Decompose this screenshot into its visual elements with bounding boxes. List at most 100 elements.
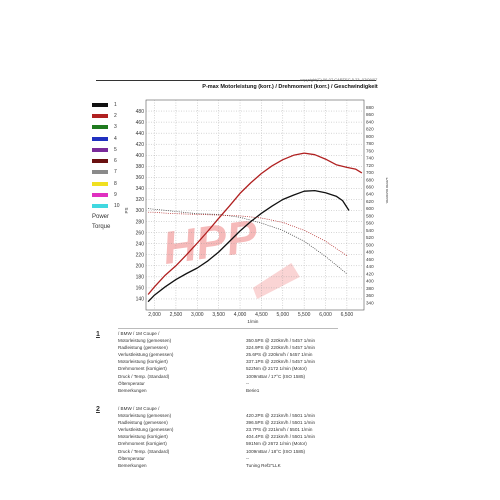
- run-row-label: Motorleistung (gemessen): [118, 338, 172, 343]
- watermark-logo: HPP: [160, 209, 261, 274]
- y-right-tick-label: 560: [366, 221, 374, 226]
- run-row-label: Motorleistung (korrigiert): [118, 359, 168, 365]
- legend-entry-3: 3: [92, 122, 138, 133]
- y-right-tick-label: 740: [366, 156, 374, 161]
- run-row-label: Motorleistung (korrigiert): [118, 434, 168, 440]
- legend-label: 8: [114, 180, 117, 187]
- x-tick-label: 5,000: [277, 312, 290, 318]
- run-1-table: 1 / BMW / 1M Coupe / Motorleistung (gemess…: [96, 331, 396, 401]
- legend-label: 4: [114, 135, 117, 142]
- run-row-value: 23.7PS @ 221km/h / 5501 1/min: [246, 427, 313, 433]
- y-right-tick-label: 500: [366, 242, 374, 247]
- y-right-tick-label: 840: [366, 119, 374, 124]
- legend-entry-9: 9: [92, 189, 138, 200]
- legend-entry-6: 6: [92, 155, 138, 166]
- run-row-label: Öltemperatur: [118, 455, 145, 461]
- y-right-tick-label: 720: [366, 163, 374, 168]
- y-right-tick-label: 600: [366, 206, 374, 211]
- y-left-tick-label: 220: [136, 252, 145, 258]
- x-tick-label: 4,500: [255, 312, 268, 318]
- x-tick-label: 3,000: [191, 312, 204, 318]
- y-right-tick-label: 420: [366, 271, 374, 276]
- series-line-torque-1: [148, 208, 348, 275]
- legend-label: 1: [114, 101, 117, 108]
- legend-entry-8: 8: [92, 178, 138, 189]
- y-left-tick-label: 420: [136, 142, 145, 148]
- run-row-value: 324.9PS @ 220km/h / 5457 1/min: [246, 345, 316, 351]
- run-row-value: 591Nm @ 2672 1/min (Motor): [246, 441, 307, 447]
- y-right-axis-label: Drehmoment: [385, 178, 388, 205]
- y-left-tick-label: 400: [136, 153, 145, 159]
- y-right-tick-label: 580: [366, 213, 374, 218]
- y-left-tick-label: 380: [136, 164, 145, 170]
- run-row-label: Verlustleistung (gemessen): [118, 427, 174, 433]
- run-number: 2: [96, 406, 100, 413]
- y-right-tick-label: 680: [366, 177, 374, 182]
- x-tick-label: 2,500: [170, 312, 183, 318]
- run-row-label: Druck / Temp. (Standard): [118, 448, 170, 454]
- chart-bottom-rule: [118, 328, 338, 329]
- run-row-label: Radleistung (gemessen): [118, 420, 168, 426]
- y-left-tick-label: 240: [136, 241, 145, 247]
- chart-title: P-max Motorleistung (korr.) / Drehmoment…: [202, 84, 378, 90]
- y-right-tick-label: 780: [366, 141, 374, 146]
- legend: 1 2 3 4 5 6 7 8 9 10 Power Torque: [92, 99, 138, 232]
- y-left-tick-label: 160: [136, 286, 145, 292]
- x-tick-label: 4,000: [234, 312, 247, 318]
- x-tick-label: 6,500: [341, 312, 354, 318]
- x-tick-label: 3,500: [212, 312, 225, 318]
- y-right-tick-label: 440: [366, 264, 374, 269]
- plot-frame: [145, 99, 365, 311]
- legend-swatch: [92, 159, 108, 164]
- y-left-tick-label: 440: [136, 131, 145, 137]
- y-right-tick-label: 400: [366, 279, 374, 284]
- watermark-stripe: [252, 263, 300, 299]
- run-row-value: --: [246, 380, 250, 386]
- series-line-power-1: [147, 189, 350, 303]
- run-row-label: Motorleistung (gemessen): [118, 413, 172, 418]
- run-row-label: Drehmoment (korrigiert): [118, 441, 167, 447]
- y-left-tick-label: 200: [136, 263, 145, 269]
- y-right-tick-label: 760: [366, 148, 374, 153]
- legend-entry-2: 2: [92, 110, 138, 121]
- run-row-value: 1009mBar / 17°C (ISO 1585): [246, 373, 306, 379]
- run-row-value: 337.1PS @ 220km/h / 5457 1/min: [246, 359, 316, 365]
- run-row-value: 25.6PS @ 220km/h / 5457 1/min: [246, 352, 313, 358]
- run-row-value: 1009mBar / 18°C (ISO 1585): [246, 448, 306, 454]
- y-right-tick-label: 880: [366, 105, 374, 110]
- legend-label: 7: [114, 169, 117, 176]
- run-2-table: 2 / BMW / 1M Coupe / Motorleistung (gemess…: [96, 406, 396, 486]
- legend-entry-5: 5: [92, 144, 138, 155]
- legend-label: 2: [114, 112, 117, 119]
- y-left-tick-label: 460: [136, 120, 145, 126]
- y-left-tick-label: 300: [136, 208, 145, 214]
- y-right-tick-label: 340: [366, 300, 374, 305]
- y-right-tick-label: 540: [366, 228, 374, 233]
- y-left-axis-label: PS: [124, 208, 129, 214]
- y-left-tick-label: 340: [136, 186, 145, 192]
- run-row-value: Tuning Ref2"LLK: [246, 462, 281, 468]
- legend-label: 10: [114, 203, 120, 210]
- dyno-chart: HPP 2,000 2,500 3,000 3,500 4,000 4,500 5,000 5,…: [124, 99, 388, 324]
- run-row-value: 420.2PS @ 221km/h / 5501 1/min: [246, 413, 316, 418]
- y-right-tick-label: 860: [366, 112, 374, 117]
- y-right-tick-label: 640: [366, 192, 374, 197]
- x-tick-label: 6,000: [319, 312, 332, 318]
- y-left-tick-label: 180: [136, 275, 145, 281]
- legend-label: 3: [114, 124, 117, 131]
- y-right-tick-label: 380: [366, 286, 374, 291]
- y-right-tick-label: 360: [366, 293, 374, 298]
- y-left-tick-label: 280: [136, 219, 145, 225]
- header-separator: [96, 80, 376, 81]
- legend-swatch: [92, 193, 108, 198]
- run-vehicle-header: / BMW / 1M Coupe /: [118, 406, 160, 411]
- legend-swatch: [92, 147, 108, 152]
- legend-swatch: [92, 181, 108, 186]
- y-right-tick-label: 820: [366, 127, 374, 132]
- run-row-value: Berie1: [246, 387, 260, 393]
- legend-swatch: [92, 204, 108, 209]
- legend-swatch: [92, 113, 108, 118]
- x-axis-label: 1/min: [247, 319, 259, 324]
- y-left-tick-label: 480: [136, 109, 145, 115]
